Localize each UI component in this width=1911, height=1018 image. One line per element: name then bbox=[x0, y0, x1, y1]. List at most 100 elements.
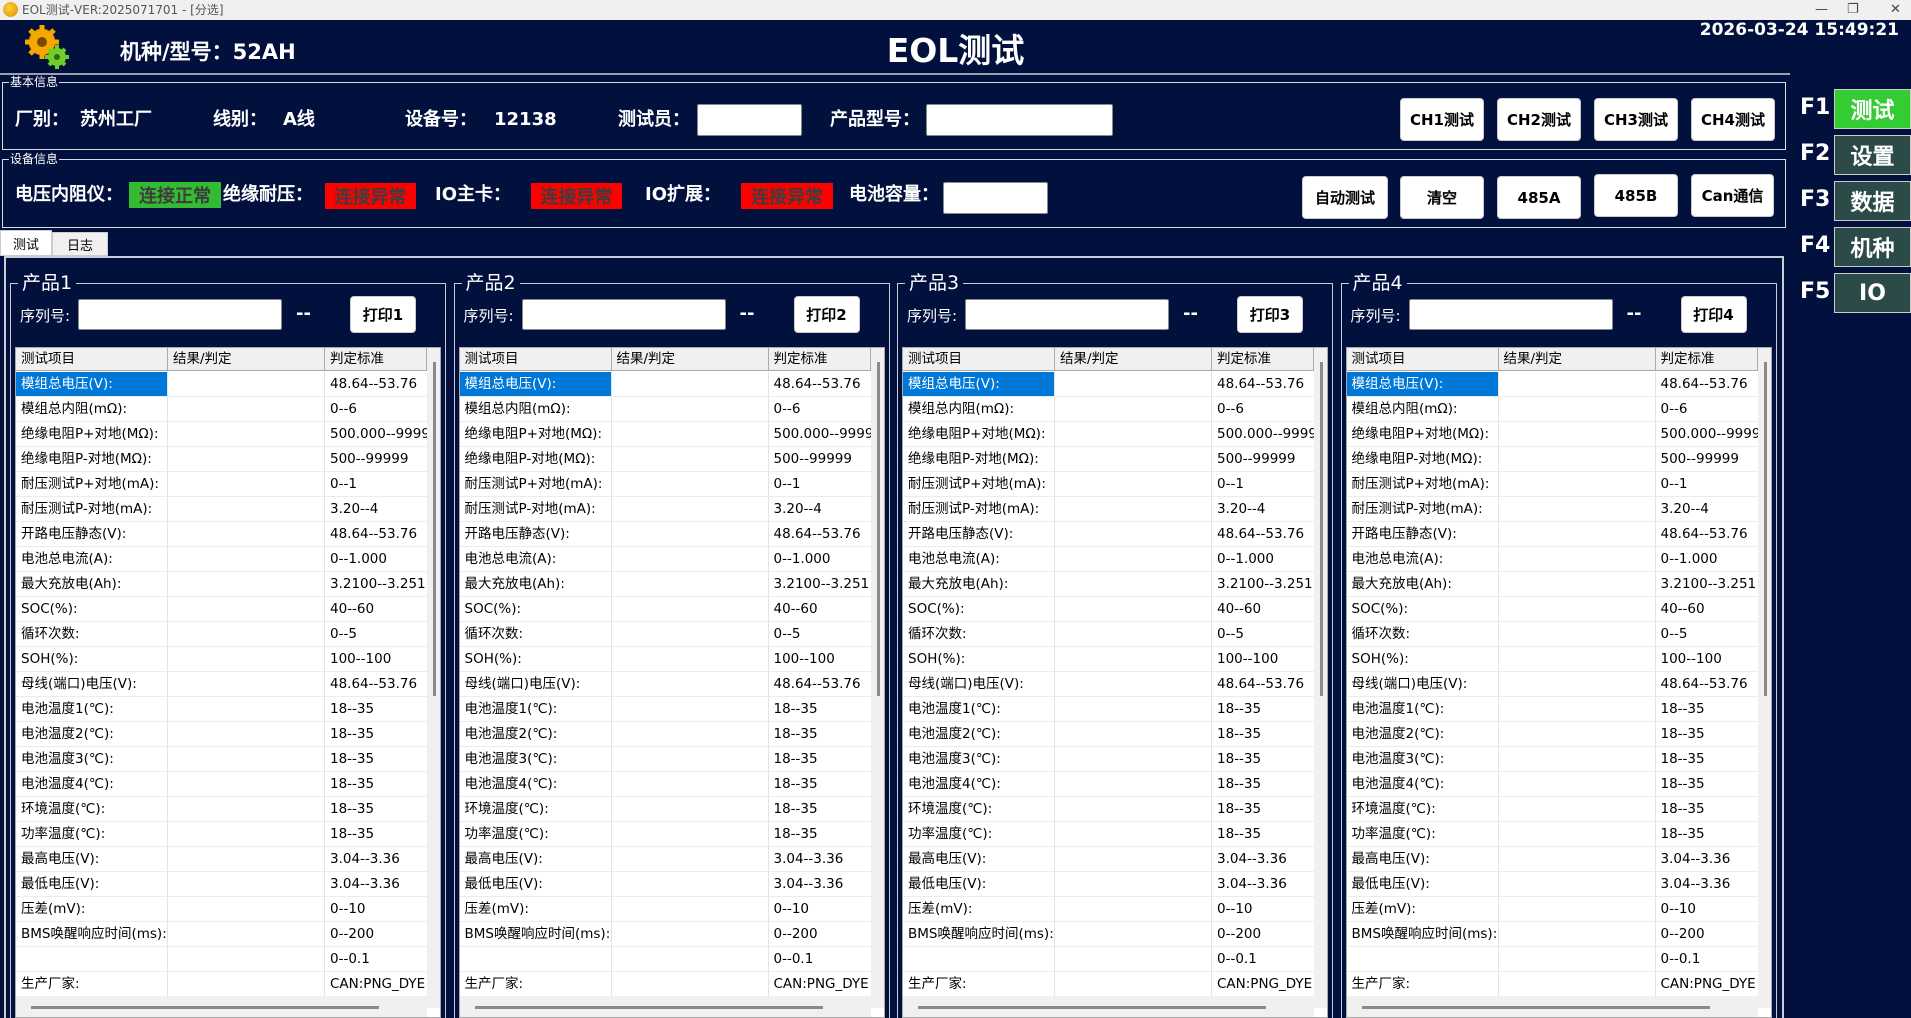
table-row[interactable]: 生产厂家: CAN:PNG_DYE bbox=[903, 972, 1314, 997]
table-row[interactable]: 母线(端口)电压(V): 48.64--53.76 bbox=[903, 672, 1314, 697]
column-header[interactable]: 判定标准 bbox=[769, 348, 871, 370]
table-row[interactable]: 电池总电流(A): 0--1.000 bbox=[459, 547, 871, 572]
table-row[interactable]: 功率温度(℃): 18--35 bbox=[16, 822, 427, 847]
table-row[interactable]: 最高电压(V): 3.04--3.36 bbox=[16, 847, 427, 872]
table-row[interactable]: 耐压测试P-对地(mA): 3.20--4 bbox=[16, 497, 427, 522]
table-row[interactable]: 生产厂家: CAN:PNG_DYE bbox=[16, 972, 427, 997]
485a-button[interactable]: 485A bbox=[1497, 176, 1581, 219]
table-row[interactable]: 最低电压(V): 3.04--3.36 bbox=[903, 872, 1314, 897]
product-model-input[interactable] bbox=[926, 104, 1113, 136]
table-row[interactable]: 模组总内阻(mΩ): 0--6 bbox=[459, 397, 871, 422]
capacity-input[interactable] bbox=[943, 182, 1048, 214]
column-header[interactable]: 判定标准 bbox=[1656, 348, 1758, 370]
table-row[interactable]: 电池总电流(A): 0--1.000 bbox=[16, 547, 427, 572]
scrollbar-thumb[interactable] bbox=[474, 1006, 823, 1009]
table-row[interactable]: 模组总电压(V): 48.64--53.76 bbox=[16, 372, 427, 397]
table-row[interactable]: 模组总内阻(mΩ): 0--6 bbox=[903, 397, 1314, 422]
vertical-scrollbar[interactable] bbox=[870, 348, 884, 1008]
table-row[interactable]: 电池温度4(℃): 18--35 bbox=[459, 772, 871, 797]
serial-input[interactable] bbox=[1408, 299, 1613, 330]
table-row[interactable]: 最低电压(V): 3.04--3.36 bbox=[16, 872, 427, 897]
table-row[interactable]: 压差(mV): 0--10 bbox=[459, 897, 871, 922]
horizontal-scrollbar[interactable] bbox=[903, 996, 1314, 1017]
vertical-scrollbar[interactable] bbox=[427, 348, 440, 1008]
table-row[interactable]: 开路电压静态(V): 48.64--53.76 bbox=[16, 522, 427, 547]
table-row[interactable]: 环境温度(℃): 18--35 bbox=[16, 797, 427, 822]
table-row[interactable]: 电池温度2(℃): 18--35 bbox=[459, 722, 871, 747]
horizontal-scrollbar[interactable] bbox=[459, 996, 871, 1017]
table-row[interactable]: 绝缘电阻P+对地(MΩ): 500.000--9999 bbox=[903, 422, 1314, 447]
table-row[interactable]: 最高电压(V): 3.04--3.36 bbox=[1346, 847, 1758, 872]
table-row[interactable]: 耐压测试P-对地(mA): 3.20--4 bbox=[1346, 497, 1758, 522]
table-row[interactable]: SOC(%): 40--60 bbox=[16, 597, 427, 622]
print-button[interactable]: 打印1 bbox=[350, 296, 416, 333]
table-row[interactable]: 绝缘电阻P+对地(MΩ): 500.000--9999 bbox=[459, 422, 871, 447]
fkey-button-f3[interactable]: 数据 bbox=[1834, 181, 1911, 221]
table-row[interactable]: 0--0.1 bbox=[1346, 947, 1758, 972]
table-row[interactable]: 耐压测试P+对地(mA): 0--1 bbox=[1346, 472, 1758, 497]
restore-icon[interactable]: ❐ bbox=[1847, 2, 1859, 17]
scrollbar-thumb[interactable] bbox=[918, 1006, 1266, 1009]
table-row[interactable]: SOH(%): 100--100 bbox=[16, 647, 427, 672]
scrollbar-thumb[interactable] bbox=[1361, 1006, 1710, 1009]
ch3-test-button[interactable]: CH3测试 bbox=[1594, 98, 1678, 141]
horizontal-scrollbar[interactable] bbox=[16, 996, 427, 1017]
close-icon[interactable]: ✕ bbox=[1890, 2, 1901, 17]
table-row[interactable]: 电池温度2(℃): 18--35 bbox=[1346, 722, 1758, 747]
scrollbar-thumb[interactable] bbox=[1763, 362, 1767, 696]
table-row[interactable]: 功率温度(℃): 18--35 bbox=[1346, 822, 1758, 847]
table-row[interactable]: 耐压测试P+对地(mA): 0--1 bbox=[903, 472, 1314, 497]
table-row[interactable]: 开路电压静态(V): 48.64--53.76 bbox=[459, 522, 871, 547]
table-row[interactable]: 循环次数: 0--5 bbox=[903, 622, 1314, 647]
print-button[interactable]: 打印2 bbox=[793, 296, 860, 333]
tab-test[interactable]: 测试 bbox=[0, 230, 52, 256]
table-row[interactable]: 生产厂家: CAN:PNG_DYE bbox=[1346, 972, 1758, 997]
table-row[interactable]: 母线(端口)电压(V): 48.64--53.76 bbox=[459, 672, 871, 697]
scrollbar-thumb[interactable] bbox=[31, 1006, 379, 1009]
table-row[interactable]: 耐压测试P-对地(mA): 3.20--4 bbox=[459, 497, 871, 522]
table-row[interactable]: 电池温度3(℃): 18--35 bbox=[903, 747, 1314, 772]
table-row[interactable]: 母线(端口)电压(V): 48.64--53.76 bbox=[16, 672, 427, 697]
table-row[interactable]: BMS唤醒响应时间(ms): 0--200 bbox=[903, 922, 1314, 947]
table-row[interactable]: 绝缘电阻P+对地(MΩ): 500.000--9999 bbox=[16, 422, 427, 447]
table-row[interactable]: BMS唤醒响应时间(ms): 0--200 bbox=[1346, 922, 1758, 947]
table-row[interactable]: SOC(%): 40--60 bbox=[903, 597, 1314, 622]
table-row[interactable]: 电池温度4(℃): 18--35 bbox=[16, 772, 427, 797]
table-row[interactable]: 模组总内阻(mΩ): 0--6 bbox=[1346, 397, 1758, 422]
table-row[interactable]: BMS唤醒响应时间(ms): 0--200 bbox=[459, 922, 871, 947]
clear-button[interactable]: 清空 bbox=[1400, 176, 1484, 219]
fkey-button-f5[interactable]: IO bbox=[1834, 273, 1911, 313]
fkey-button-f1[interactable]: 测试 bbox=[1834, 89, 1911, 129]
table-row[interactable]: 电池温度1(℃): 18--35 bbox=[1346, 697, 1758, 722]
table-row[interactable]: 0--0.1 bbox=[16, 947, 427, 972]
table-row[interactable]: 最低电压(V): 3.04--3.36 bbox=[1346, 872, 1758, 897]
column-header[interactable]: 结果/判定 bbox=[612, 348, 769, 370]
table-row[interactable]: 电池温度4(℃): 18--35 bbox=[1346, 772, 1758, 797]
tab-log[interactable]: 日志 bbox=[52, 232, 108, 256]
table-row[interactable]: BMS唤醒响应时间(ms): 0--200 bbox=[16, 922, 427, 947]
ch4-test-button[interactable]: CH4测试 bbox=[1691, 98, 1775, 141]
table-row[interactable]: 耐压测试P+对地(mA): 0--1 bbox=[16, 472, 427, 497]
table-row[interactable]: 电池温度1(℃): 18--35 bbox=[903, 697, 1314, 722]
table-row[interactable]: 电池总电流(A): 0--1.000 bbox=[1346, 547, 1758, 572]
table-row[interactable]: SOH(%): 100--100 bbox=[1346, 647, 1758, 672]
table-row[interactable]: 生产厂家: CAN:PNG_DYE bbox=[459, 972, 871, 997]
table-row[interactable]: 循环次数: 0--5 bbox=[1346, 622, 1758, 647]
table-row[interactable]: 耐压测试P-对地(mA): 3.20--4 bbox=[903, 497, 1314, 522]
table-row[interactable]: 循环次数: 0--5 bbox=[16, 622, 427, 647]
fkey-button-f2[interactable]: 设置 bbox=[1834, 135, 1911, 175]
auto-test-button[interactable]: 自动测试 bbox=[1302, 176, 1388, 219]
fkey-button-f4[interactable]: 机种 bbox=[1834, 227, 1911, 267]
serial-input[interactable] bbox=[965, 299, 1169, 330]
table-row[interactable]: 电池温度2(℃): 18--35 bbox=[903, 722, 1314, 747]
table-row[interactable]: SOC(%): 40--60 bbox=[1346, 597, 1758, 622]
table-row[interactable]: 最大充放电(Ah): 3.2100--3.251 bbox=[459, 572, 871, 597]
table-row[interactable]: 绝缘电阻P-对地(MΩ): 500--99999 bbox=[16, 447, 427, 472]
table-row[interactable]: 功率温度(℃): 18--35 bbox=[459, 822, 871, 847]
table-row[interactable]: 0--0.1 bbox=[459, 947, 871, 972]
vertical-scrollbar[interactable] bbox=[1757, 348, 1771, 1008]
column-header[interactable]: 测试项目 bbox=[16, 348, 168, 370]
table-row[interactable]: 环境温度(℃): 18--35 bbox=[459, 797, 871, 822]
table-row[interactable]: 母线(端口)电压(V): 48.64--53.76 bbox=[1346, 672, 1758, 697]
table-row[interactable]: 电池温度1(℃): 18--35 bbox=[459, 697, 871, 722]
